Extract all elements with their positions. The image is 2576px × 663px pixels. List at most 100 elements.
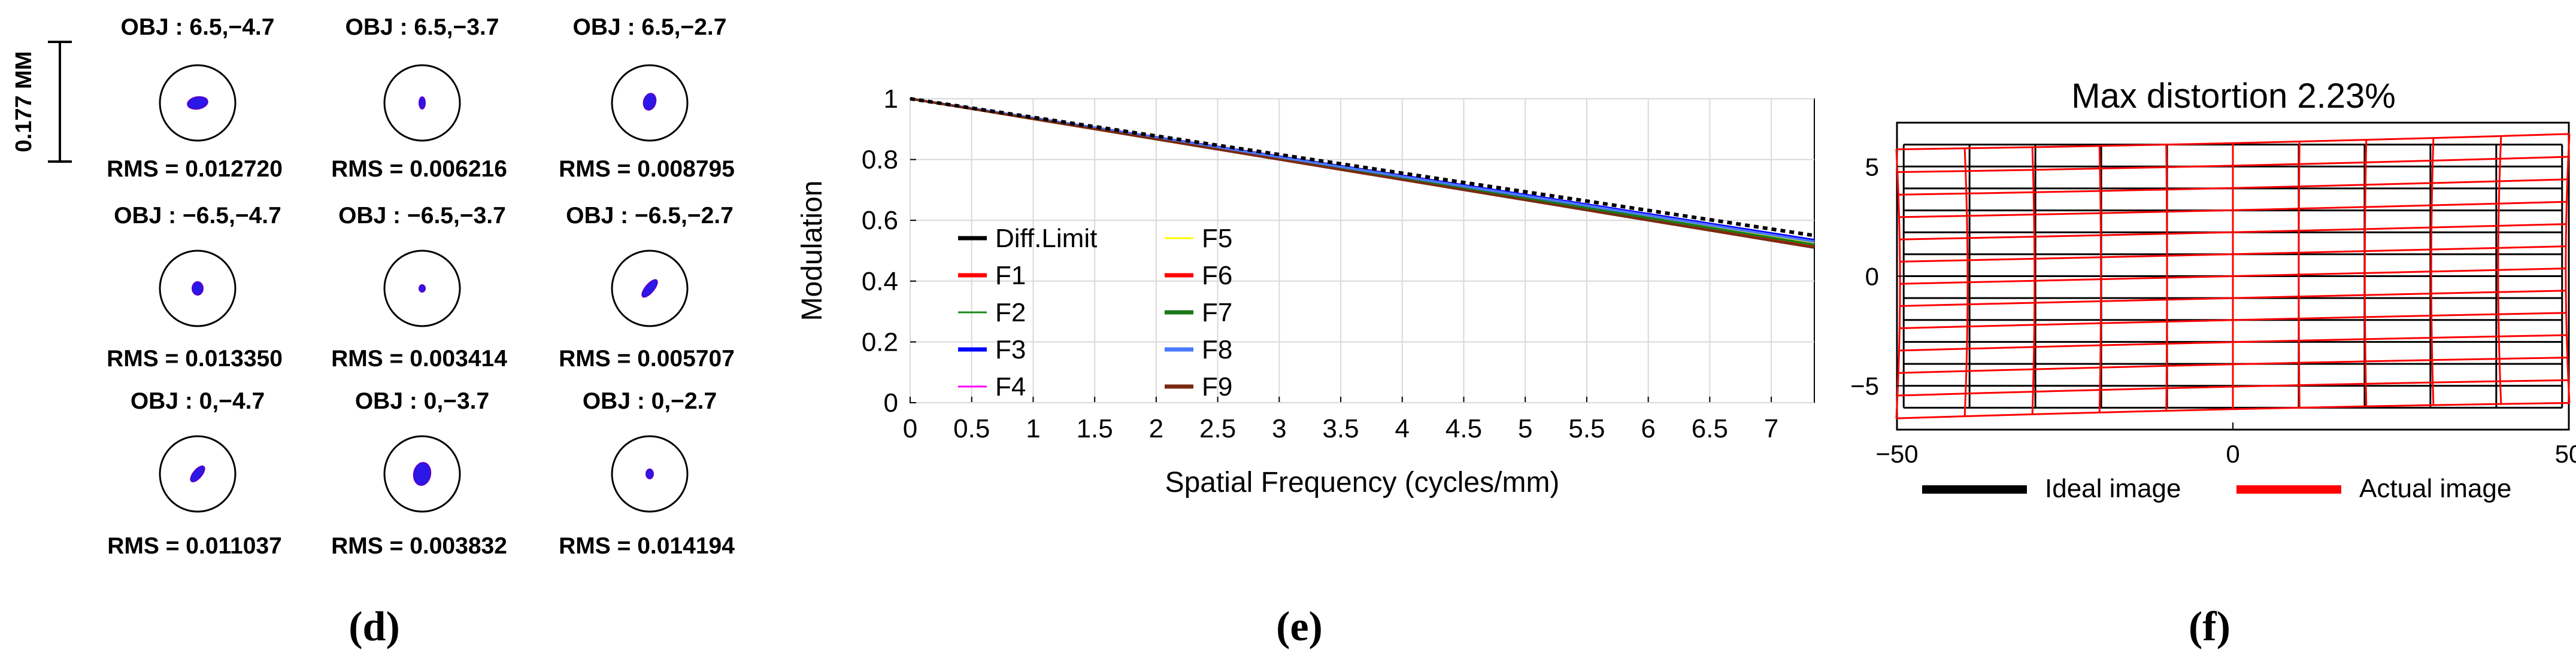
spot-rms-value: RMS = 0.011037	[107, 533, 282, 559]
distortion-y-tick-label: 0	[1865, 263, 1879, 291]
spot-circle	[611, 250, 689, 327]
spot-field-label: OBJ : 6.5,−2.7	[573, 14, 727, 40]
mtf-x-tick-label: 7	[1764, 414, 1778, 443]
mtf-x-tick-label: 0	[903, 414, 917, 443]
actual-grid-line	[1899, 223, 2566, 241]
spot-circle	[159, 64, 237, 142]
spot-circle	[611, 64, 689, 142]
mtf-x-tick-label: 4	[1395, 414, 1410, 443]
spot-field-label: OBJ : 6.5,−4.7	[121, 14, 275, 40]
actual-grid-line	[1899, 245, 2566, 263]
mtf-legend-label: F3	[995, 335, 1026, 364]
spot-rms-value: RMS = 0.012720	[107, 156, 283, 182]
distortion-legend-label: Ideal image	[2045, 474, 2181, 503]
spot-pattern	[413, 462, 432, 486]
spot-circle	[383, 250, 461, 327]
spot-rms-value: RMS = 0.013350	[107, 346, 283, 372]
spot-field-label: OBJ : 0,−3.7	[355, 388, 489, 414]
actual-grid-line	[1896, 133, 2570, 151]
spot-circle	[159, 250, 237, 327]
spot-pattern	[643, 93, 657, 111]
actual-grid-line	[1899, 312, 2566, 330]
spot-field-label: OBJ : 6.5,−3.7	[346, 14, 499, 40]
mtf-x-tick-labels: 0 0.5 1 1.5 2 2.5 3 3.5 4 4.5 5 5.5 6 6.5 7	[903, 414, 1779, 443]
mtf-grid	[910, 98, 1814, 403]
mtf-x-tick-label: 5.5	[1568, 414, 1605, 443]
mtf-x-tick-label: 1.5	[1077, 414, 1113, 443]
distortion-x-tick-label: −50	[1875, 440, 1918, 468]
mtf-y-tick-label: 1	[884, 84, 898, 114]
mtf-x-axis-label: Spatial Frequency (cycles/mm)	[1165, 467, 1560, 498]
spot-rms-value: RMS = 0.008795	[559, 156, 735, 182]
actual-grid-line	[1897, 156, 2569, 174]
spot-rms-value: RMS = 0.003414	[331, 346, 507, 372]
mtf-chart: 0 0.5 1 1.5 2 2.5 3 3.5 4 4.5 5 5.5 6 6.5 7 0 0.2 0.4 0.6…	[796, 84, 1815, 498]
distortion-title: Max distortion 2.23%	[2071, 77, 2396, 115]
figure-panel-label: (e)	[1276, 604, 1323, 650]
mtf-series-line-diff-limit	[910, 97, 1815, 238]
actual-grid-line	[1898, 178, 2568, 196]
mtf-x-tick-label: 2.5	[1199, 414, 1236, 443]
mtf-y-tick-label: 0.4	[862, 267, 898, 296]
actual-grid-line	[1900, 267, 2566, 285]
spot-pattern	[190, 465, 205, 483]
mtf-legend-label: F4	[995, 372, 1026, 402]
actual-grid-line	[1899, 290, 2566, 307]
actual-grid-line	[1898, 357, 2568, 374]
mtf-y-tick-label: 0.2	[862, 327, 898, 357]
mtf-x-tick-label: 1	[1026, 414, 1040, 443]
scale-label: 0.177 MM	[11, 51, 37, 153]
spot-circle	[611, 435, 689, 513]
mtf-y-tick-label: 0	[884, 388, 898, 418]
actual-grid-line	[1896, 402, 2570, 419]
mtf-legend: Diff.Limit F1 F2 F3 F4 F5 F6 F7 F8 F9	[958, 224, 1232, 402]
mtf-x-tick-label: 0.5	[953, 414, 990, 443]
distortion-legend-label: Actual image	[2359, 474, 2511, 503]
spot-rms-value: RMS = 0.006216	[331, 156, 507, 182]
spot-rms-value: RMS = 0.014194	[559, 533, 735, 559]
figure-panel-label: (f)	[2189, 604, 2230, 650]
spot-circle	[159, 435, 237, 513]
mtf-legend-label: Diff.Limit	[995, 224, 1097, 253]
distortion-y-tick-label: −5	[1850, 372, 1879, 400]
figure-panel-label: (d)	[348, 604, 400, 650]
spot-field-label: OBJ : 0,−2.7	[583, 388, 717, 414]
spot-rms-value: RMS = 0.003832	[331, 533, 507, 559]
mtf-y-tick-label: 0.6	[862, 206, 898, 235]
mtf-x-tick-label: 2	[1149, 414, 1163, 443]
mtf-legend-label: F1	[995, 261, 1026, 290]
distortion-x-tick-label: 50	[2555, 440, 2576, 468]
mtf-legend-label: F6	[1202, 261, 1232, 290]
figure-labels: (d) (e) (f)	[348, 604, 2230, 650]
actual-grid-line	[1897, 379, 2569, 397]
spot-rms-value: RMS = 0.005707	[559, 346, 735, 372]
distortion-y-tick-label: 5	[1865, 153, 1879, 181]
distortion-x-tick-label: 0	[2226, 440, 2239, 468]
spot-field-label: OBJ : −6.5,−3.7	[338, 203, 506, 229]
spot-circle	[383, 435, 461, 513]
mtf-x-tick-label: 6	[1641, 414, 1655, 443]
actual-grid	[1895, 133, 2571, 419]
mtf-legend-label: F9	[1202, 372, 1232, 402]
spot-pattern	[641, 279, 658, 298]
distortion-chart: Max distortion 2.23% −50 0 50−505 Ideal im…	[1850, 77, 2576, 503]
mtf-series-line	[910, 98, 1815, 249]
spot-pattern	[645, 469, 654, 479]
spot-field-label: OBJ : −6.5,−2.7	[566, 203, 734, 229]
mtf-x-tick-label: 3.5	[1322, 414, 1359, 443]
mtf-x-tick-label: 4.5	[1445, 414, 1482, 443]
spot-pattern	[187, 96, 208, 110]
mtf-y-tick-label: 0.8	[862, 145, 898, 175]
mtf-legend-label: F2	[995, 298, 1026, 327]
spot-circle	[383, 64, 461, 142]
mtf-legend-label: F8	[1202, 335, 1232, 364]
actual-grid-line	[1899, 334, 2567, 352]
spot-pattern	[192, 281, 204, 296]
mtf-legend-label: F5	[1202, 224, 1232, 253]
distortion-legend: Ideal image Actual image	[1922, 474, 2511, 503]
spot-diagram-panel: 0.177 MM OBJ : 6.5,−4.7 RMS = 0.012720 OBJ…	[11, 14, 735, 559]
spot-pattern	[419, 96, 426, 110]
mtf-series-group	[910, 97, 1815, 249]
mtf-y-tick-labels: 0 0.2 0.4 0.6 0.8 1	[862, 84, 898, 418]
